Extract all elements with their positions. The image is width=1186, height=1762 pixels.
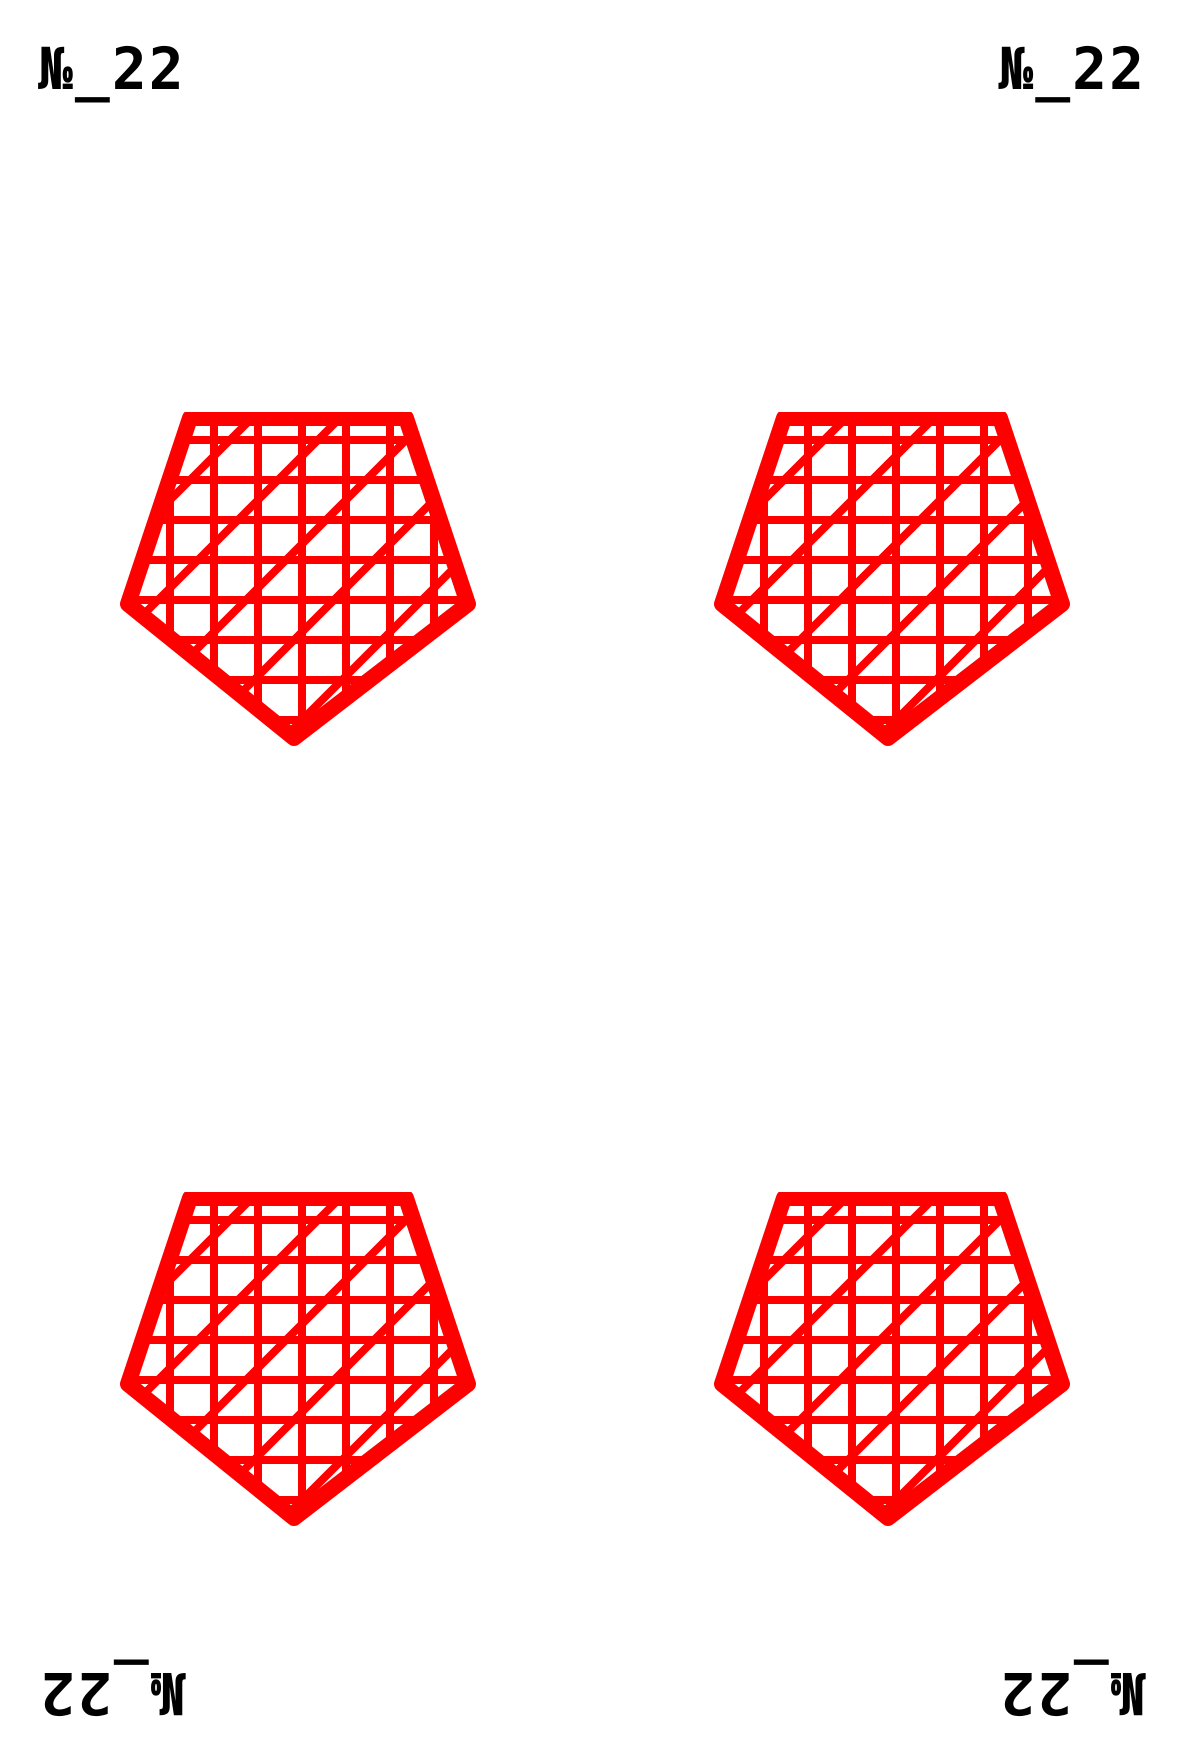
grid-diagonal-line — [128, 418, 349, 738]
grid-diagonal-line — [722, 1198, 855, 1518]
grid-diagonal-line — [722, 418, 943, 738]
pentagon-grid-icon — [118, 1192, 478, 1532]
pentagon-grid-svg — [120, 1192, 476, 1526]
pentagon-outline — [714, 412, 1070, 746]
corner-index-bottom-right: №_22 — [998, 1659, 1146, 1727]
pentagon-outline — [120, 412, 476, 746]
corner-index-top-right: №_22 — [998, 35, 1146, 103]
pentagon-grid-icon — [118, 412, 478, 752]
pentagon-grid-svg — [120, 412, 476, 746]
corner-index-bottom-left: №_22 — [38, 1659, 186, 1727]
grid-diagonal-line — [722, 1198, 943, 1518]
grid-diagonal-line — [861, 418, 1062, 738]
pentagon-outline — [120, 1192, 476, 1526]
grid-diagonal-line — [128, 1198, 349, 1518]
pentagon-outline — [714, 1192, 1070, 1526]
grid-diagonal-line — [861, 1198, 1062, 1518]
grid-diagonal-line — [128, 1198, 261, 1518]
pentagon-grid-svg — [714, 1192, 1070, 1526]
corner-index-top-left: №_22 — [38, 35, 186, 103]
grid-diagonal-line — [267, 418, 468, 738]
grid-diagonal-line — [722, 418, 855, 738]
pentagon-grid-svg — [714, 412, 1070, 746]
grid-diagonal-line — [267, 1198, 468, 1518]
pentagon-grid-icon — [712, 1192, 1072, 1532]
grid-diagonal-line — [128, 418, 261, 738]
pentagon-grid-icon — [712, 412, 1072, 752]
